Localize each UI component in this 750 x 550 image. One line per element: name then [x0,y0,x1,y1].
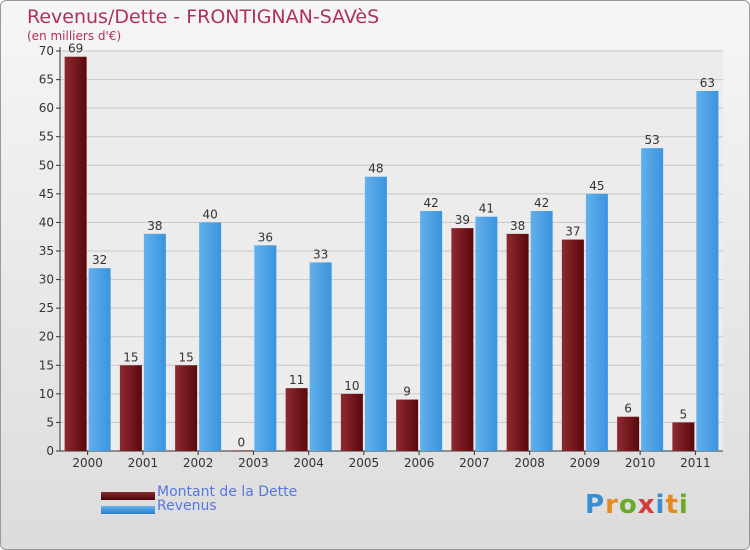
data-label-dette: 10 [344,379,359,393]
bar-dette [506,233,529,451]
data-label-revenus: 33 [313,247,328,261]
x-tick-label: 2010 [625,456,656,470]
bar-dette [119,365,142,451]
data-label-revenus: 53 [644,133,659,147]
bar-revenus [696,91,719,451]
data-label-dette: 37 [565,225,580,239]
data-label-revenus: 32 [92,253,107,267]
data-label-dette: 11 [289,373,304,387]
bar-revenus [309,262,332,451]
x-tick-label: 2007 [459,456,490,470]
data-label-revenus: 41 [479,202,494,216]
proxiti-logo: Proxiti [585,490,689,520]
bar-dette [451,228,474,451]
bar-revenus [420,211,443,451]
bar-dette [230,450,253,451]
y-tick-label: 15 [39,358,54,372]
legend-swatch-revenus [101,506,155,514]
data-label-dette: 15 [178,350,193,364]
data-label-revenus: 42 [534,196,549,210]
bar-revenus [88,268,111,451]
x-tick-label: 2006 [404,456,435,470]
y-tick-label: 25 [39,301,54,315]
bar-revenus [585,193,608,451]
data-label-dette: 39 [455,213,470,227]
x-tick-label: 2005 [349,456,380,470]
chart-title: Revenus/Dette - FRONTIGNAN-SAVèS [27,6,380,28]
bar-revenus [364,176,387,451]
bar-dette [64,56,87,451]
y-tick-label: 60 [39,101,54,115]
data-label-dette: 9 [403,385,411,399]
bar-revenus [254,245,277,451]
bar-revenus [530,211,553,451]
y-tick-label: 55 [39,130,54,144]
x-tick-label: 2009 [570,456,601,470]
bar-revenus [143,233,166,451]
bar-dette [396,399,419,451]
y-tick-label: 65 [39,73,54,87]
data-label-dette: 6 [624,402,632,416]
y-tick-label: 50 [39,158,54,172]
data-label-revenus: 42 [423,196,438,210]
chart-unit-label: (en milliers d'€) [27,29,122,43]
y-tick-label: 45 [39,187,54,201]
data-label-dette: 5 [680,407,688,421]
x-tick-label: 2000 [72,456,103,470]
y-tick-label: 5 [46,415,54,429]
y-tick-label: 0 [46,444,54,458]
data-label-dette: 69 [68,42,83,56]
bar-dette [285,388,308,451]
bar-revenus [475,216,498,451]
x-tick-label: 2008 [514,456,545,470]
data-label-revenus: 40 [202,207,217,221]
data-label-revenus: 45 [589,179,604,193]
data-label-revenus: 36 [258,230,273,244]
bar-revenus [199,222,222,451]
bar-dette [175,365,198,451]
x-tick-label: 2003 [238,456,269,470]
y-tick-label: 10 [39,387,54,401]
y-tick-label: 40 [39,215,54,229]
legend-swatch-dette [101,492,155,500]
data-label-dette: 0 [238,435,246,449]
data-label-revenus: 38 [147,219,162,233]
data-label-revenus: 48 [368,162,383,176]
bar-dette [340,393,363,451]
x-tick-label: 2001 [128,456,159,470]
data-label-dette: 38 [510,219,525,233]
bar-dette [617,416,640,451]
y-tick-label: 35 [39,244,54,258]
y-tick-label: 20 [39,330,54,344]
legend-label-revenus: Revenus [157,498,217,514]
bar-revenus [641,148,664,451]
bar-dette [561,239,584,451]
y-tick-label: 70 [39,44,54,58]
x-tick-label: 2002 [183,456,214,470]
y-tick-label: 30 [39,273,54,287]
x-tick-label: 2004 [293,456,324,470]
x-tick-label: 2011 [680,456,711,470]
bar-dette [672,422,695,451]
legend-label-dette: Montant de la Dette [157,484,298,500]
data-label-dette: 15 [123,350,138,364]
data-label-revenus: 63 [700,76,715,90]
